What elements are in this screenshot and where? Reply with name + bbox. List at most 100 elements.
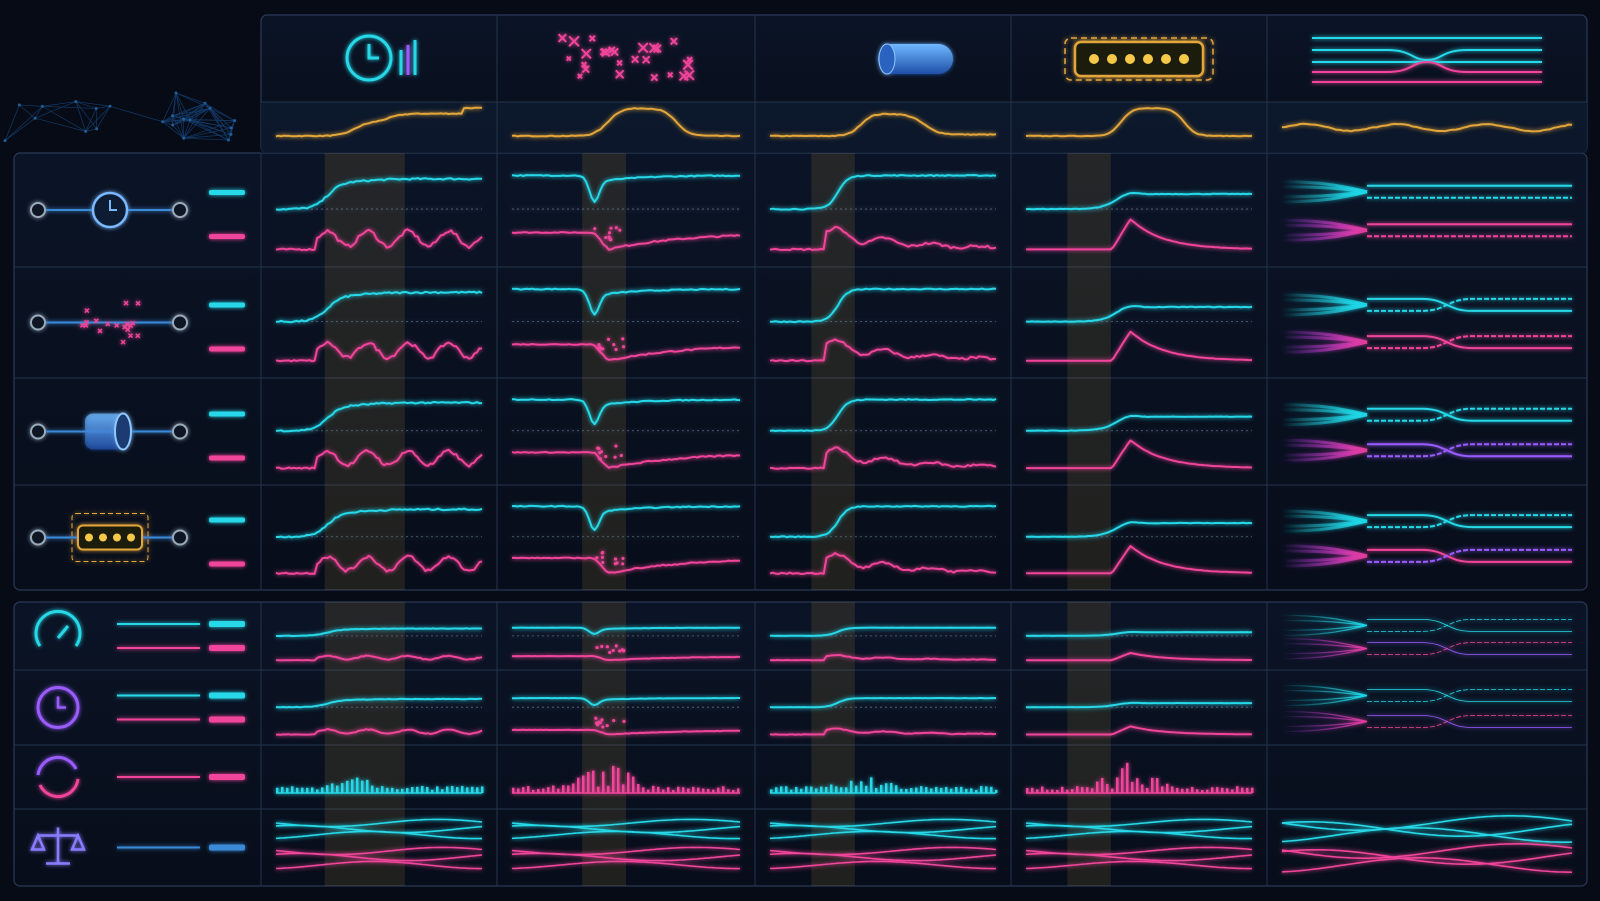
hist-bar xyxy=(281,786,284,793)
pink-trace xyxy=(769,654,997,662)
scatter-dot xyxy=(612,342,616,347)
scatter-dot xyxy=(595,556,599,560)
hist-bar xyxy=(920,786,923,793)
bundle-line xyxy=(1367,715,1572,728)
gauge-needle xyxy=(56,625,70,639)
hist-bar xyxy=(865,785,868,793)
buffer-dot xyxy=(113,533,121,542)
cyan-trace xyxy=(276,290,483,324)
hist-bar xyxy=(577,777,580,793)
hist-bar xyxy=(567,785,570,793)
noise-mark xyxy=(84,308,90,314)
cyan-trace xyxy=(275,177,482,211)
clock-hands xyxy=(56,696,66,709)
hist-bar xyxy=(476,787,479,793)
cyan-trace xyxy=(512,398,741,426)
network-edge xyxy=(75,101,87,132)
hist-bar xyxy=(296,787,299,793)
hist-bar xyxy=(557,788,560,793)
legend-swatch xyxy=(209,346,245,352)
hist-bar xyxy=(366,779,369,793)
scatter-dot xyxy=(596,723,600,727)
network-node xyxy=(17,103,21,107)
network-edge xyxy=(96,105,111,109)
scatter-dot xyxy=(600,555,605,559)
noise-mark xyxy=(631,55,640,64)
fan-line xyxy=(1281,715,1368,723)
highlight-band xyxy=(811,602,855,886)
network-edge xyxy=(209,108,232,129)
header-sparkline xyxy=(770,112,997,138)
hist-bar xyxy=(547,787,550,793)
scatter-dot xyxy=(611,648,615,653)
noise-mark xyxy=(557,33,567,43)
scatter-dot xyxy=(605,645,609,649)
scatter-dot xyxy=(621,556,625,561)
clock-icon xyxy=(345,34,393,82)
highlight-band xyxy=(811,153,855,590)
header-sparkline xyxy=(511,107,741,138)
hist-bar xyxy=(466,787,469,793)
cell-main-0 xyxy=(1025,192,1253,251)
hist-bar xyxy=(960,786,963,793)
hist-bar xyxy=(441,789,444,793)
cyan-trace xyxy=(769,626,997,637)
wave-trace xyxy=(1025,860,1252,870)
pink-trace xyxy=(1026,439,1253,470)
pink-trace xyxy=(275,228,483,252)
fan-line xyxy=(1281,619,1368,626)
noise-mark xyxy=(682,59,694,71)
hist-bar xyxy=(1156,778,1159,793)
scatter-dot xyxy=(614,444,618,448)
cell-low-0 xyxy=(1025,631,1252,662)
scatter-dot xyxy=(597,446,601,451)
wave-cell xyxy=(769,818,997,870)
hist-bar xyxy=(672,789,675,793)
hist-bar xyxy=(795,787,798,793)
hist-bar xyxy=(517,788,520,793)
scatter-dot xyxy=(598,346,603,350)
scatter-dot xyxy=(607,231,612,235)
legend-swatch xyxy=(209,561,245,567)
network-node xyxy=(174,91,178,95)
hist-bar xyxy=(1056,789,1059,793)
buffer-dot xyxy=(1125,54,1135,64)
hist-bar xyxy=(965,788,968,793)
hist-bar xyxy=(326,785,329,793)
noise-mark xyxy=(669,37,678,46)
network-edge xyxy=(42,106,86,132)
scatter-dot xyxy=(622,649,626,653)
network-edge xyxy=(172,107,211,117)
hist-bar xyxy=(985,786,988,793)
scale-icon xyxy=(30,827,86,865)
scatter-dot xyxy=(613,562,618,566)
hist-bar xyxy=(376,787,379,793)
noise-mark xyxy=(650,73,659,82)
network-node xyxy=(203,101,207,105)
scatter-dot xyxy=(614,644,618,648)
noise-mark xyxy=(83,319,90,325)
hist-bar xyxy=(1131,781,1134,793)
hist-bar xyxy=(1136,778,1139,793)
fan-line xyxy=(1281,614,1368,626)
cell-low-1 xyxy=(275,697,483,736)
hist-bar xyxy=(607,785,610,793)
clock-icon xyxy=(36,686,80,729)
fan-line xyxy=(1281,340,1368,354)
network-edge xyxy=(183,127,232,139)
fan-line xyxy=(1281,648,1368,655)
scatter-dot xyxy=(598,457,603,461)
bundle-line xyxy=(1312,60,1542,73)
scatter-dot xyxy=(600,718,604,722)
network-edge xyxy=(172,124,184,139)
legend-swatch xyxy=(209,411,245,417)
hist-bar xyxy=(1071,789,1074,793)
hist-bar xyxy=(770,789,773,793)
network-edge xyxy=(189,107,211,121)
fan-line xyxy=(1281,720,1368,728)
network-edge xyxy=(209,107,235,121)
cell-main-0 xyxy=(769,174,997,252)
hist-bar xyxy=(587,771,590,793)
bundle-line xyxy=(1367,297,1572,312)
wave-cell xyxy=(511,818,741,870)
